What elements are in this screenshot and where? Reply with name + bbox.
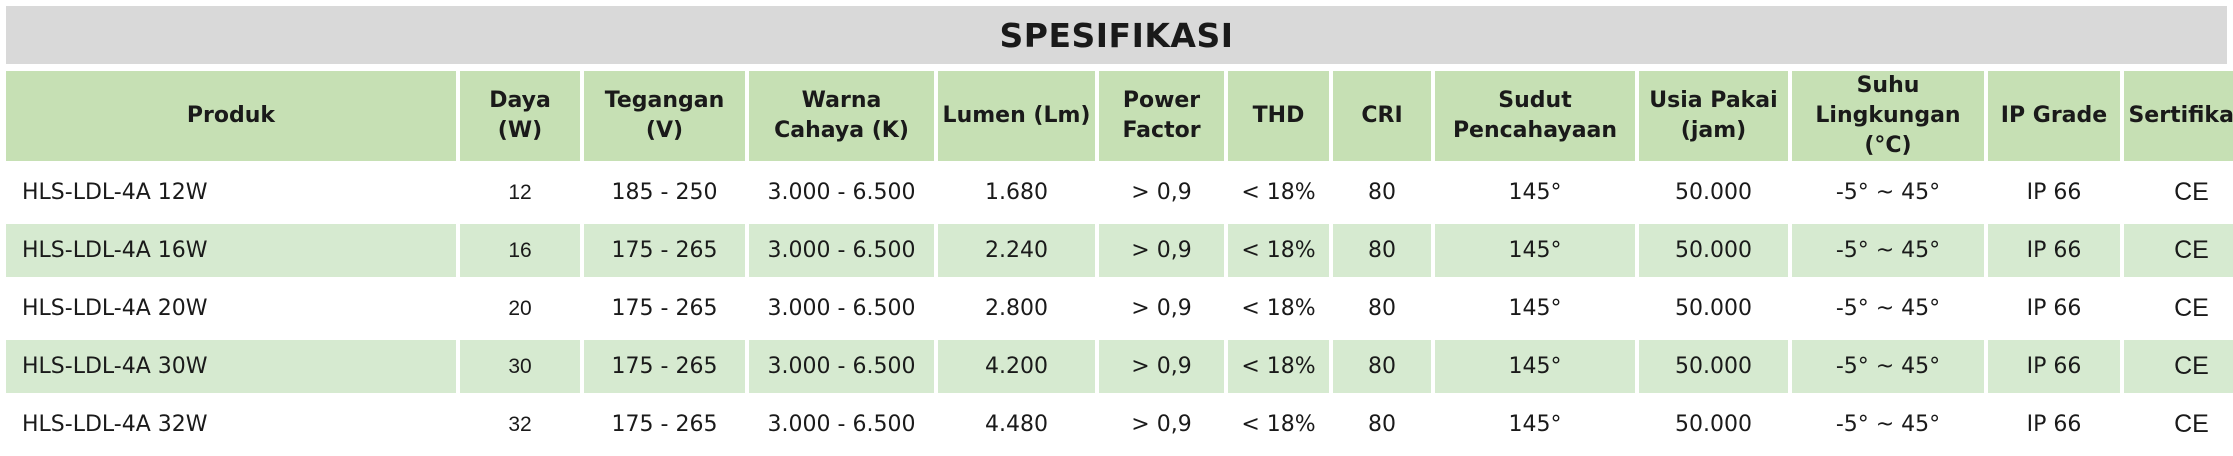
cell-daya: 20 (460, 282, 580, 335)
column-header-tegangan: Tegangan (V) (584, 71, 745, 161)
cell-warna-cahaya: 3.000 - 6.500 (749, 282, 934, 335)
cell-warna-cahaya: 3.000 - 6.500 (749, 398, 934, 451)
cell-sudut-pencahayaan: 145° (1435, 282, 1635, 335)
cell-produk: HLS-LDL-4A 16W (6, 224, 456, 277)
cell-suhu-lingkungan: -5° ~ 45° (1792, 282, 1984, 335)
cell-usia-pakai: 50.000 (1639, 282, 1788, 335)
cell-thd: < 18% (1228, 224, 1329, 277)
cell-ip-grade: IP 66 (1988, 340, 2120, 393)
cell-daya: 32 (460, 398, 580, 451)
cell-sudut-pencahayaan: 145° (1435, 166, 1635, 219)
cell-produk: HLS-LDL-4A 20W (6, 282, 456, 335)
cell-cri: 80 (1333, 166, 1431, 219)
cell-ip-grade: IP 66 (1988, 224, 2120, 277)
cell-produk: HLS-LDL-4A 12W (6, 166, 456, 219)
cell-tegangan: 175 - 265 (584, 340, 745, 393)
title-bar: SPESIFIKASI (6, 6, 2227, 64)
cell-power-factor: > 0,9 (1099, 282, 1224, 335)
column-header-thd: THD (1228, 71, 1329, 161)
cell-tegangan: 175 - 265 (584, 282, 745, 335)
table-row: HLS-LDL-4A 20W 20 175 - 265 3.000 - 6.50… (6, 282, 2233, 335)
cell-warna-cahaya: 3.000 - 6.500 (749, 340, 934, 393)
cell-tegangan: 175 - 265 (584, 224, 745, 277)
cell-suhu-lingkungan: -5° ~ 45° (1792, 340, 1984, 393)
column-header-daya: Daya (W) (460, 71, 580, 161)
cell-daya: 30 (460, 340, 580, 393)
spec-sheet: SPESIFIKASI Produk Daya (W) Tegangan (V)… (6, 6, 2233, 438)
column-header-sudut-pencahayaan: Sudut Pencahayaan (1435, 71, 1635, 161)
cell-suhu-lingkungan: -5° ~ 45° (1792, 166, 1984, 219)
cell-ip-grade: IP 66 (1988, 166, 2120, 219)
cell-thd: < 18% (1228, 166, 1329, 219)
cell-warna-cahaya: 3.000 - 6.500 (749, 166, 934, 219)
spec-table: Produk Daya (W) Tegangan (V) Warna Cahay… (2, 66, 2233, 456)
column-header-produk: Produk (6, 71, 456, 161)
cell-sudut-pencahayaan: 145° (1435, 340, 1635, 393)
cell-usia-pakai: 50.000 (1639, 340, 1788, 393)
cell-tegangan: 185 - 250 (584, 166, 745, 219)
cell-produk: HLS-LDL-4A 30W (6, 340, 456, 393)
cell-cri: 80 (1333, 340, 1431, 393)
cell-warna-cahaya: 3.000 - 6.500 (749, 224, 934, 277)
cell-ip-grade: IP 66 (1988, 398, 2120, 451)
cell-sudut-pencahayaan: 145° (1435, 224, 1635, 277)
column-header-sertifikasi: Sertifikasi (2124, 71, 2233, 161)
cell-tegangan: 175 - 265 (584, 398, 745, 451)
cell-thd: < 18% (1228, 398, 1329, 451)
cell-ip-grade: IP 66 (1988, 282, 2120, 335)
table-row: HLS-LDL-4A 12W 12 185 - 250 3.000 - 6.50… (6, 166, 2233, 219)
cell-power-factor: > 0,9 (1099, 398, 1224, 451)
cell-daya: 16 (460, 224, 580, 277)
table-row: HLS-LDL-4A 30W 30 175 - 265 3.000 - 6.50… (6, 340, 2233, 393)
cell-power-factor: > 0,9 (1099, 166, 1224, 219)
cell-suhu-lingkungan: -5° ~ 45° (1792, 398, 1984, 451)
cell-cri: 80 (1333, 224, 1431, 277)
column-header-suhu-lingkungan: Suhu Lingkungan (°C) (1792, 71, 1984, 161)
column-header-lumen: Lumen (Lm) (938, 71, 1095, 161)
cell-cri: 80 (1333, 282, 1431, 335)
cell-usia-pakai: 50.000 (1639, 398, 1788, 451)
page-title: SPESIFIKASI (999, 15, 1234, 55)
cell-thd: < 18% (1228, 282, 1329, 335)
column-header-ip-grade: IP Grade (1988, 71, 2120, 161)
cell-usia-pakai: 50.000 (1639, 166, 1788, 219)
column-header-power-factor: Power Factor (1099, 71, 1224, 161)
cell-sudut-pencahayaan: 145° (1435, 398, 1635, 451)
header-row: Produk Daya (W) Tegangan (V) Warna Cahay… (6, 71, 2233, 161)
cell-sertifikasi: CE (2124, 166, 2233, 219)
cell-daya: 12 (460, 166, 580, 219)
cell-thd: < 18% (1228, 340, 1329, 393)
cell-sertifikasi: CE (2124, 398, 2233, 451)
cell-lumen: 4.480 (938, 398, 1095, 451)
cell-lumen: 2.240 (938, 224, 1095, 277)
cell-sertifikasi: CE (2124, 340, 2233, 393)
table-row: HLS-LDL-4A 16W 16 175 - 265 3.000 - 6.50… (6, 224, 2233, 277)
cell-sertifikasi: CE (2124, 282, 2233, 335)
cell-lumen: 2.800 (938, 282, 1095, 335)
cell-power-factor: > 0,9 (1099, 340, 1224, 393)
cell-sertifikasi: CE (2124, 224, 2233, 277)
table-row: HLS-LDL-4A 32W 32 175 - 265 3.000 - 6.50… (6, 398, 2233, 451)
cell-lumen: 1.680 (938, 166, 1095, 219)
cell-suhu-lingkungan: -5° ~ 45° (1792, 224, 1984, 277)
cell-lumen: 4.200 (938, 340, 1095, 393)
column-header-warna-cahaya: Warna Cahaya (K) (749, 71, 934, 161)
column-header-usia-pakai: Usia Pakai (jam) (1639, 71, 1788, 161)
cell-produk: HLS-LDL-4A 32W (6, 398, 456, 451)
cell-cri: 80 (1333, 398, 1431, 451)
column-header-cri: CRI (1333, 71, 1431, 161)
cell-power-factor: > 0,9 (1099, 224, 1224, 277)
cell-usia-pakai: 50.000 (1639, 224, 1788, 277)
